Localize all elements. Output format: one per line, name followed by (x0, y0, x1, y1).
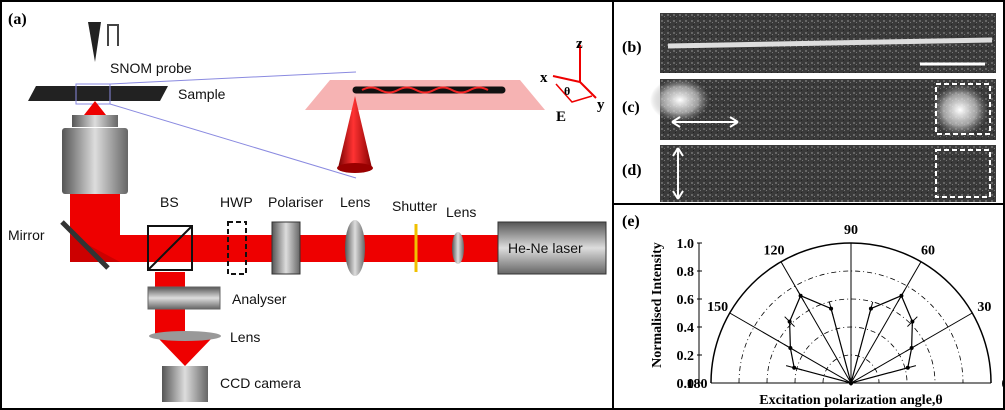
ccd-camera (162, 366, 208, 402)
lens (345, 220, 365, 276)
data-point (792, 366, 796, 370)
cone (337, 163, 373, 173)
label: He-Ne laser (508, 240, 583, 256)
data-point (799, 294, 803, 298)
data-point (869, 307, 873, 311)
data-point (849, 381, 853, 385)
objective (62, 128, 128, 194)
panel-b: (b) (622, 13, 996, 73)
data-point (910, 346, 914, 350)
substrate (305, 80, 545, 110)
axis-e: E (556, 109, 566, 125)
data-point (899, 294, 903, 298)
label: Polariser (268, 194, 324, 210)
panel-label: (b) (622, 39, 642, 56)
panel-c: (c) (622, 78, 996, 140)
optical-image (660, 145, 996, 202)
zoom-line (110, 104, 356, 178)
input-spot (650, 78, 710, 122)
cantilever (108, 25, 118, 46)
theta-tick-label: 30 (977, 300, 991, 315)
label: HWP (220, 194, 253, 210)
label: Shutter (392, 198, 437, 214)
data-point (906, 366, 910, 370)
label: Sample (178, 86, 226, 102)
r-tick-label: 1.0 (677, 237, 695, 252)
theta-tick-label: 150 (707, 300, 728, 315)
axis-x: x (540, 70, 548, 86)
figure: (a) z x y θ E SNOM probe Sample Mirror B… (0, 0, 1005, 410)
r-tick-label: 0.4 (677, 321, 695, 336)
axis-arrow (556, 84, 592, 102)
label: SNOM probe (110, 60, 192, 76)
panel-a: (a) z x y θ E SNOM probe Sample Mirror B… (8, 11, 606, 402)
theta-tick-label: 90 (844, 223, 858, 238)
panel-label: (e) (622, 213, 640, 230)
r-axis-label: Normalised Intensity (650, 242, 665, 368)
theta-tick-label: 60 (921, 244, 935, 259)
panel-label: (d) (622, 162, 642, 179)
theta-tick-label: 120 (764, 244, 785, 259)
label: Mirror (8, 227, 45, 243)
sample (28, 86, 168, 101)
panel-label: (a) (8, 11, 27, 28)
r-tick-label: 0.8 (677, 265, 695, 280)
probe-tip (88, 22, 101, 62)
panel-e: (e) Normalised Intensity Excitation pola… (622, 213, 1005, 408)
theta-tick-label: 180 (687, 377, 708, 392)
r-tick-label: 0.6 (677, 293, 695, 308)
beam (84, 101, 106, 115)
data-point (788, 320, 792, 324)
axis-y: y (597, 97, 605, 113)
axis-theta: θ (564, 84, 570, 98)
label: Lens (340, 194, 370, 210)
data-point (788, 346, 792, 350)
polariser (272, 222, 300, 274)
panel-d: (d) (622, 145, 996, 202)
axis-arrow (553, 76, 580, 82)
data-point (910, 320, 914, 324)
theta-tick-label: 0 (1002, 377, 1005, 392)
label: BS (160, 194, 179, 210)
beam (158, 338, 212, 366)
r-tick-label: 0.2 (677, 349, 695, 364)
label: Lens (230, 329, 260, 345)
lens (149, 331, 221, 341)
lens (452, 232, 464, 264)
grid-spoke (851, 262, 921, 383)
objective (72, 115, 118, 127)
label: Lens (446, 204, 476, 220)
axis-arrow (580, 82, 596, 98)
grid-spoke (781, 262, 851, 383)
axis-z: z (576, 36, 583, 52)
data-point (829, 307, 833, 311)
output-spot (932, 84, 988, 136)
label: Analyser (232, 291, 287, 307)
theta-axis-label: Excitation polarization angle,θ (759, 393, 942, 408)
panel-label: (c) (622, 99, 640, 116)
label: CCD camera (220, 375, 301, 391)
beam (70, 194, 120, 235)
analyser (148, 287, 220, 309)
